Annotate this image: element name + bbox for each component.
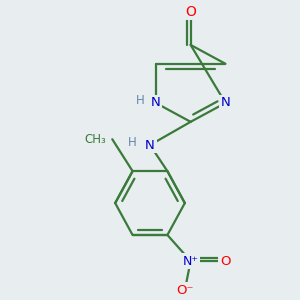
Text: O⁻: O⁻ (176, 284, 194, 297)
Text: O: O (185, 4, 196, 19)
Text: O: O (220, 255, 231, 268)
Text: N⁺: N⁺ (183, 255, 199, 268)
Text: H: H (136, 94, 144, 106)
Text: N: N (145, 139, 155, 152)
Text: CH₃: CH₃ (85, 133, 106, 146)
Text: N: N (220, 97, 230, 110)
Text: N: N (151, 97, 161, 110)
Text: H: H (128, 136, 137, 148)
